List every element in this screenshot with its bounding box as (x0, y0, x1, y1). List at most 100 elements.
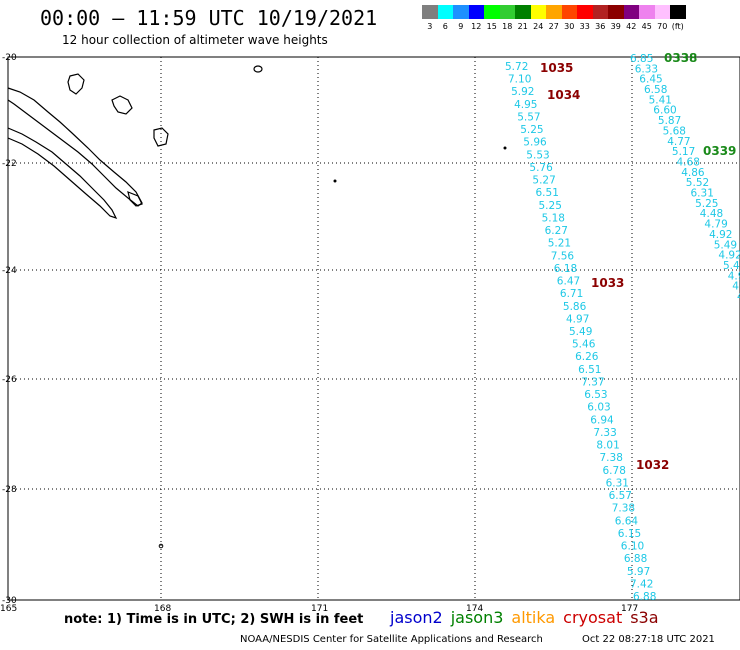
legend-swatch: 42 (623, 5, 639, 31)
legend-color (670, 5, 686, 19)
legend-label: (ft) (671, 22, 684, 31)
legend-swatch: 18 (499, 5, 515, 31)
swh-value: 5.18 (542, 212, 565, 224)
time-label: 1032 (636, 458, 669, 472)
legend-label: 21 (517, 22, 528, 31)
color-legend: 3 6 9 12 15 18 21 24 27 30 33 36 39 42 45 70 (ft) (422, 5, 686, 31)
island-dot (333, 179, 337, 183)
swh-value: 5.48 (723, 260, 740, 272)
legend-label: 30 (564, 22, 575, 31)
legend-color (484, 5, 500, 19)
legend-label: 70 (657, 22, 668, 31)
gridlines (8, 56, 740, 601)
swh-value: 7.56 (551, 250, 575, 262)
mission-s3a: s3a (630, 608, 659, 627)
swh-value: 6.10 (621, 541, 644, 553)
swh-value: 5.92 (511, 86, 534, 98)
mission-altika: altika (511, 608, 556, 627)
lat-label: -26 (2, 375, 17, 385)
legend-color (654, 5, 670, 19)
swh-value: 6.85 (630, 53, 653, 65)
legend-label: 12 (471, 22, 482, 31)
legend-label: 6 (442, 22, 448, 31)
time-label: 1035 (540, 61, 573, 75)
track-1033: 5.727.105.924.955.575.255.965.535.765.27… (505, 61, 656, 603)
legend-swatch: 70 (654, 5, 670, 31)
swh-value: 5.49 (714, 239, 737, 251)
swh-value: 6.51 (578, 364, 601, 376)
swh-value: 6.58 (644, 84, 667, 96)
swh-value: 6.78 (603, 465, 626, 477)
map-title: 00:00 – 11:59 UTC 10/19/2021 (40, 6, 378, 30)
isle-of-pines (127, 191, 143, 207)
swh-value: 6.33 (635, 63, 658, 75)
legend-swatch: 45 (639, 5, 655, 31)
legend-label: 36 (595, 22, 606, 31)
swh-value: 4.79 (704, 219, 727, 231)
legend-swatch: 36 (592, 5, 608, 31)
legend-label: 9 (458, 22, 464, 31)
legend-color (546, 5, 562, 19)
swh-value: 5.17 (672, 146, 695, 158)
swh-value: 4.92 (718, 250, 740, 262)
legend-color (437, 5, 453, 19)
swh-value: 6.53 (584, 389, 607, 401)
swh-value: 7.37 (581, 377, 604, 389)
time-label: 0339 (703, 144, 736, 158)
swh-value: 6.15 (618, 528, 641, 540)
legend-swatch: 27 (546, 5, 562, 31)
swh-value: 5.76 (529, 162, 553, 174)
lat-label: -20 (2, 53, 17, 63)
swh-value: 6.03 (587, 402, 610, 414)
swh-value: 5.68 (663, 125, 686, 137)
swh-value: 4. (732, 281, 740, 293)
island-lifou (111, 95, 133, 115)
legend-swatch: 24 (530, 5, 546, 31)
mission-jason2: jason2 (390, 608, 443, 627)
lon-label: 168 (154, 604, 171, 614)
legend-swatch: 9 (453, 5, 469, 31)
swh-value: 6.31 (606, 477, 629, 489)
swh-value: 4.77 (667, 136, 690, 148)
legend-label: 45 (641, 22, 652, 31)
swh-value: 5.21 (548, 238, 571, 250)
swh-value: 5.41 (649, 94, 672, 106)
swh-value: 4 (737, 291, 740, 303)
legend-label: 15 (486, 22, 497, 31)
legend-swatch: 15 (484, 5, 500, 31)
time-label: 0338 (664, 51, 697, 65)
legend-label: 33 (579, 22, 590, 31)
island-mare (153, 127, 169, 147)
swh-value: 5.96 (523, 137, 547, 149)
legend-color (468, 5, 484, 19)
lat-label: -28 (2, 485, 17, 495)
swh-value: 5.49 (569, 326, 592, 338)
swh-value: 6.26 (575, 351, 599, 363)
swh-value: 5.25 (539, 200, 562, 212)
legend-label: 3 (427, 22, 433, 31)
lat-label: -24 (2, 266, 17, 276)
legend-swatch: 33 (577, 5, 593, 31)
legend-swatch: 6 (437, 5, 453, 31)
lon-label: 165 (0, 604, 17, 614)
lon-label: 171 (311, 604, 328, 614)
longitude-labels: 165 168 171 174 177 (0, 604, 638, 614)
swh-value: 6.27 (545, 225, 568, 237)
legend-swatch: 12 (468, 5, 484, 31)
swh-value: 6.57 (609, 490, 632, 502)
swh-value: 5.86 (563, 301, 587, 313)
legend-color (422, 5, 438, 19)
legend-swatch: 30 (561, 5, 577, 31)
swh-value: 7.42 (630, 578, 653, 590)
legend-label: 42 (626, 22, 637, 31)
swh-value: 4.92 (709, 229, 732, 241)
legend-color (639, 5, 655, 19)
swh-value: 5.57 (517, 112, 540, 124)
swh-value: 7.33 (593, 427, 616, 439)
legend-color (515, 5, 531, 19)
swh-value: 6.31 (691, 188, 714, 200)
legend-swatch: 21 (515, 5, 531, 31)
latitude-labels: -20 -22 -24 -26 -28 -30 (2, 53, 17, 606)
swh-value: 6.45 (639, 74, 662, 86)
legend-color (623, 5, 639, 19)
